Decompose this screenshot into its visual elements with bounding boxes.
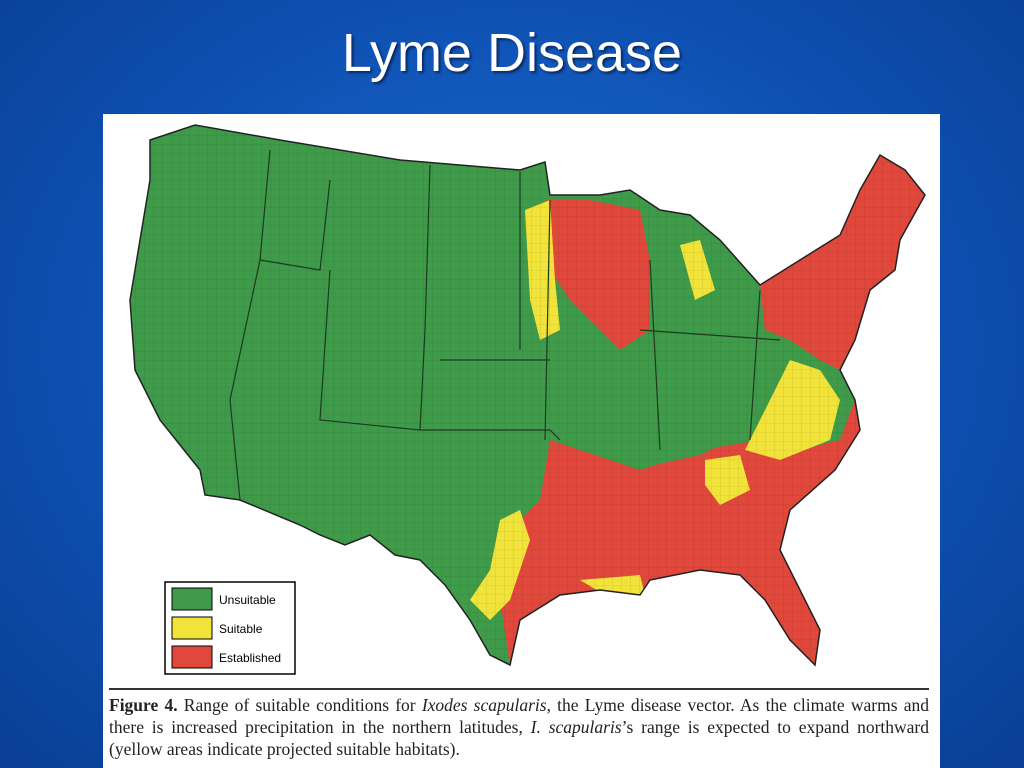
caption: Figure 4. Range of suitable conditions f… <box>109 688 929 760</box>
species-abbrev: I. scapularis <box>530 717 622 737</box>
legend-label: Suitable <box>219 622 263 636</box>
legend-label: Unsuitable <box>219 593 276 607</box>
caption-text: ’s range is expected to expand northward… <box>109 717 930 759</box>
caption-text: , the Lyme disease vector. As the climat… <box>109 695 929 737</box>
legend: Unsuitable Suitable Established <box>164 581 296 675</box>
slide-title: Lyme Disease <box>341 23 683 83</box>
caption-text: Range of suitable conditions for <box>177 695 422 715</box>
caption-label: Figure 4. <box>109 695 178 715</box>
species-name: Ixodes scapularis <box>421 695 547 715</box>
map: Unsuitable Suitable Established <box>129 124 926 675</box>
figure: Unsuitable Suitable Established Figure 4… <box>103 114 940 768</box>
legend-label: Established <box>219 651 281 665</box>
